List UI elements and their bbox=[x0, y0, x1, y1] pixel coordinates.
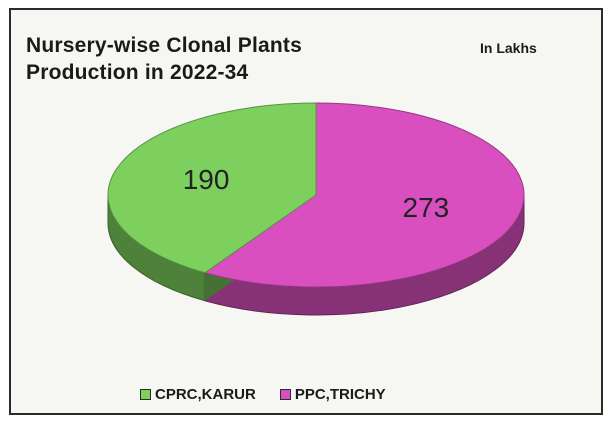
legend-swatch-cprc bbox=[140, 389, 151, 400]
legend-item-cprc: CPRC,KARUR bbox=[140, 386, 256, 403]
pie-slice-0 bbox=[107, 102, 317, 274]
legend-item-ppc: PPC,TRICHY bbox=[279, 386, 386, 403]
legend-label-cprc: CPRC,KARUR bbox=[155, 386, 256, 403]
legend-label-ppc: PPC,TRICHY bbox=[294, 386, 386, 403]
chart-title: Nursery-wise Clonal Plants Production in… bbox=[26, 32, 302, 86]
pie-slice-1 bbox=[203, 102, 525, 288]
chart-title-line-2: Production in 2022-34 bbox=[26, 61, 249, 84]
data-label-0: 190 bbox=[183, 164, 230, 195]
unit-note: In Lakhs bbox=[480, 40, 537, 56]
legend-swatch-ppc bbox=[279, 389, 291, 400]
chart-title-line-1: Nursery-wise Clonal Plants bbox=[26, 34, 302, 57]
data-label-1: 273 bbox=[403, 192, 450, 223]
chart-legend: CPRC,KARUR PPC,TRICHY bbox=[140, 386, 410, 403]
